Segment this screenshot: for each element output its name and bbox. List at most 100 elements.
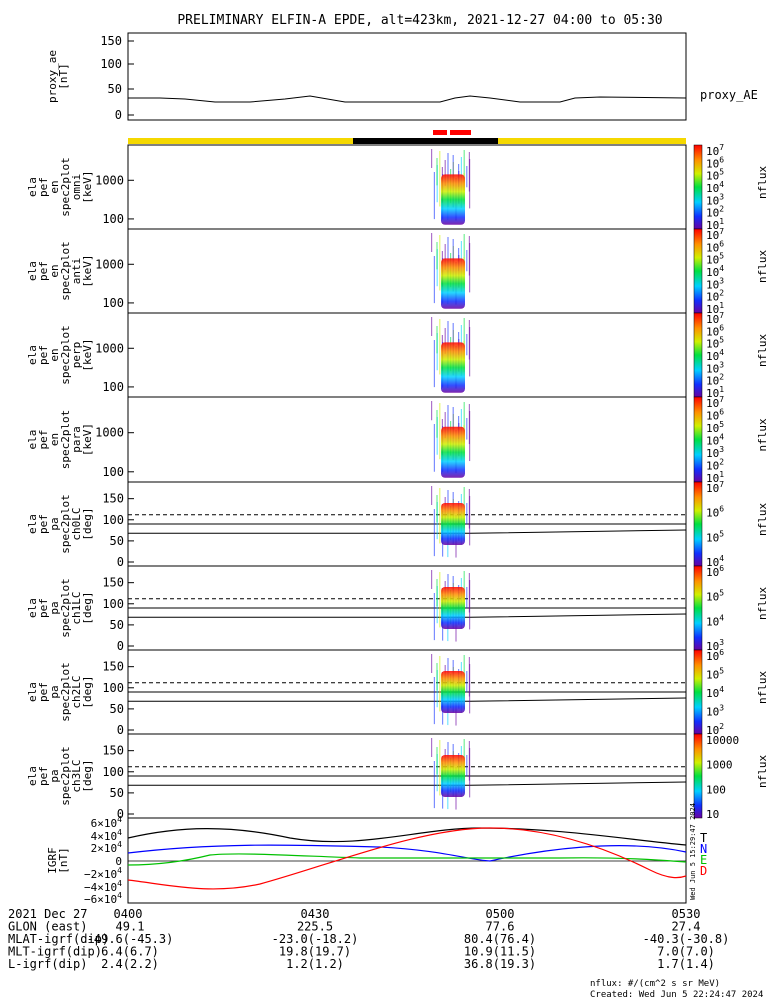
anti-loss-cone-line [128, 529, 687, 534]
panel-frame [127, 144, 687, 230]
created-timestamp: Created: Wed Jun 5 22:24:47 2024 [590, 990, 763, 1000]
spectrogram-streak [436, 747, 438, 775]
tick-label: 0 [117, 723, 124, 737]
spectrogram-streak [468, 741, 470, 781]
colorbar-tick-label: 103 [706, 192, 724, 207]
panel-en_omni: elapefenspec2plotomni[keV] 10001001071061… [26, 143, 769, 232]
legend-N: N [700, 842, 707, 856]
science-zone-marker [450, 130, 471, 135]
colorbar-tick-label: 102 [706, 289, 724, 304]
colorbar-tick-label: 102 [706, 722, 724, 737]
science-zone-marker [433, 130, 447, 135]
colorbar-tick-label: 107 [706, 480, 724, 495]
colorbar-unit-label: nflux [756, 166, 769, 199]
footer-value: 77.6 [486, 920, 515, 934]
colorbar-tick-label: 1000 [706, 759, 733, 772]
spectrogram-streak [463, 150, 465, 192]
colorbar-tick-label: 106 [706, 239, 724, 254]
footer-value: -49.6(-45.3) [87, 932, 174, 946]
tick-label: −4×104 [84, 879, 122, 894]
panel-frame [127, 396, 687, 483]
spectrogram-streak [468, 657, 470, 697]
proxy-ae-line [128, 95, 687, 103]
spectrogram-streak [436, 242, 438, 270]
spectrogram-streak [436, 410, 438, 438]
tick-label: 50 [110, 618, 124, 632]
colorbar-tick-label: 103 [706, 276, 724, 291]
colorbar-tick-label: 102 [706, 205, 724, 220]
igrf-D-line [127, 827, 687, 890]
tick-label: 4×104 [91, 828, 123, 843]
colorbar-tick-label: 101 [706, 385, 724, 400]
colorbar-tick-label: 104 [706, 180, 724, 195]
colorbar [693, 481, 703, 567]
footer-value: 80.4(76.4) [464, 932, 536, 946]
colorbar-tick-label: 106 [706, 155, 724, 170]
colorbar-tick-label: 103 [706, 445, 724, 460]
panel-pa_ch1: elapefpaspec2plotch1LC[deg] 150 100 50 0 106 1… [26, 564, 769, 653]
spectrogram-streak [436, 663, 438, 691]
tick-label: 100 [102, 380, 124, 394]
spectrogram-streak [431, 654, 433, 673]
colorbar [693, 228, 703, 314]
colorbar-tick-label: 10000 [706, 734, 739, 747]
colorbar-tick-label: 105 [706, 168, 724, 183]
panels: proxy_ae[nT]150100500proxy_AEelapefenspe… [26, 32, 769, 906]
colorbar [693, 144, 703, 230]
tick-label: 100 [100, 57, 122, 71]
time-tick-label: 0500 [486, 907, 515, 921]
tick-label: 1000 [95, 257, 124, 271]
anti-loss-cone-line [128, 697, 687, 702]
time-tick-label: 0400 [114, 907, 143, 921]
spectrogram-streak [439, 488, 441, 544]
colorbar-tick-label: 10 [706, 808, 719, 821]
spectrogram-streak [466, 166, 468, 188]
spectrogram-streak [433, 424, 435, 472]
colorbar-tick-label: 104 [706, 613, 724, 628]
spectrogram-streak [439, 740, 441, 796]
footer-row-label: 2021 Dec 27 [8, 907, 87, 921]
time-tick-label: 0430 [301, 907, 330, 921]
anti-loss-cone-line [128, 613, 687, 618]
spectrogram-streak [463, 402, 465, 444]
footer-value: -40.3(-30.8) [643, 932, 730, 946]
tick-label: 150 [102, 660, 124, 674]
tick-label: 50 [110, 534, 124, 548]
spectrogram-streak [466, 250, 468, 272]
panel-proxy_ae: proxy_ae[nT] 150 100 50 0 proxy_AE [46, 32, 758, 122]
y-axis-label: elapefenspec2plotomni[keV] [26, 157, 94, 217]
spectrogram-streak [468, 236, 470, 276]
colorbar-tick-label: 104 [706, 554, 724, 569]
colorbar-tick-label: 104 [706, 433, 724, 448]
colorbar [693, 312, 703, 398]
colorbar-tick-label: 100 [706, 783, 726, 796]
footer-value: 36.8(19.3) [464, 957, 536, 971]
spectrogram-streak [433, 172, 435, 220]
tick-label: 0 [117, 807, 124, 821]
colorbar-tick-label: 101 [706, 470, 724, 485]
colorbar-tick-label: 105 [706, 667, 724, 682]
tick-label: −6×104 [84, 891, 122, 906]
spectrogram-streak [433, 509, 435, 557]
colorbar-tick-label: 105 [706, 252, 724, 267]
colorbar-tick-label: 107 [706, 395, 724, 410]
colorbar-tick-label: 104 [706, 685, 724, 700]
series-label: proxy_AE [700, 88, 758, 102]
colorbar-tick-label: 106 [706, 408, 724, 423]
colorbar-tick-label: 107 [706, 227, 724, 242]
tick-label: 0 [115, 108, 122, 122]
spectrogram-streak [439, 319, 441, 375]
day-bar [128, 138, 353, 144]
colorbar-unit-label: nflux [756, 671, 769, 704]
y-axis-label: IGRF[nT] [46, 847, 70, 874]
footer-value: 19.8(19.7) [279, 945, 351, 959]
igrf-N-line [127, 844, 687, 862]
spectrogram-core [441, 671, 465, 713]
colorbar-tick-label: 106 [706, 505, 724, 520]
footer-row-label: MLT-igrf(dip) [8, 945, 102, 959]
tick-label: 100 [102, 296, 124, 310]
spectrogram-streak [466, 671, 468, 693]
footer-value: 2.4(2.2) [101, 957, 159, 971]
spectrogram-core [441, 503, 465, 545]
